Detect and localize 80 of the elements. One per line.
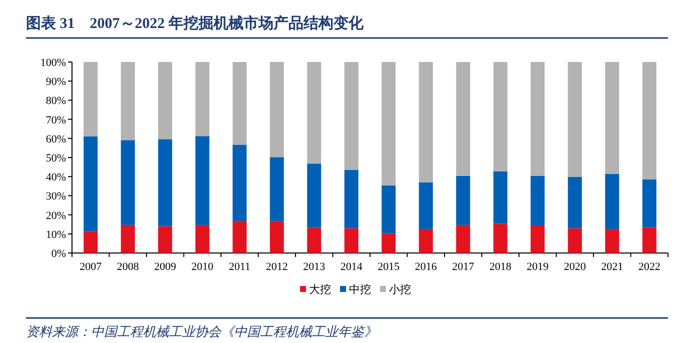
bar [568,176,582,228]
x-tick-label: 2014 [340,261,363,273]
legend-label: 中挖 [349,283,371,296]
bar [270,157,284,222]
bar [493,224,508,253]
bar [642,179,656,228]
bar [344,62,358,170]
bar [418,182,433,229]
y-tick-label: 60% [46,133,66,146]
bar [382,62,396,186]
bar [456,176,470,225]
bar [232,62,247,145]
bar [120,140,135,225]
y-tick-label: 0% [51,248,66,260]
bar [84,231,98,253]
bar [195,136,210,225]
bar [307,164,322,228]
y-tick-label: 10% [46,228,66,241]
x-tick-label: 2013 [303,261,326,273]
x-tick-label: 2007 [80,261,102,273]
bar [195,62,210,136]
y-tick-label: 100% [40,57,66,69]
bar [568,228,582,253]
bar [84,62,98,136]
bar [568,62,582,177]
x-tick-label: 2022 [638,261,660,273]
x-tick-label: 2020 [564,261,586,273]
x-tick-label: 2012 [266,261,288,273]
bar [120,62,135,140]
x-tick-label: 2017 [452,261,475,273]
bar [642,62,656,180]
x-tick-label: 2021 [601,261,624,273]
x-tick-label: 2018 [489,261,512,273]
y-tick-label: 40% [46,172,66,184]
y-tick-label: 70% [46,114,66,126]
bar [418,228,433,253]
bar [158,139,172,226]
bar [493,62,508,172]
bar [605,174,620,229]
x-tick-label: 2011 [228,261,250,273]
bar [344,170,358,228]
bar [456,224,470,253]
x-tick-label: 2016 [414,261,438,273]
bar [642,227,656,253]
x-tick-label: 2009 [154,261,177,273]
bar [344,228,358,253]
bar [530,176,545,226]
bar [158,226,172,253]
bar [120,224,135,253]
bar [493,171,508,224]
y-tick-label: 20% [46,210,66,222]
bar [382,185,396,234]
x-tick-label: 2019 [526,261,550,273]
chart-title: 图表 31 2007～2022 年挖掘机械市场产品结构变化 [26,14,364,32]
text: 资料来源：中国工程机械工业协会《中国工程机械工业年鉴》 [26,324,377,339]
bar [158,62,172,140]
x-tick-label: 2010 [191,261,214,273]
bar [195,224,210,253]
y-tick-label: 50% [46,152,66,164]
bar [605,62,620,174]
legend-label: 大挖 [309,283,331,296]
x-tick-label: 2008 [116,261,140,273]
bar [232,220,247,253]
bar [530,225,545,253]
bar [418,62,433,182]
y-tick-label: 30% [46,190,66,203]
bar [605,228,620,253]
y-tick-label: 80% [46,95,66,108]
bar [307,62,322,164]
bar [270,221,284,253]
bar [270,62,284,158]
bar [530,62,545,176]
bar [382,233,396,253]
legend-label: 小挖 [389,283,411,296]
bar [232,144,247,221]
x-tick-label: 2015 [378,261,400,273]
bar [84,136,98,232]
bar [456,62,470,176]
bar [307,228,322,253]
y-tick-label: 90% [46,76,66,88]
